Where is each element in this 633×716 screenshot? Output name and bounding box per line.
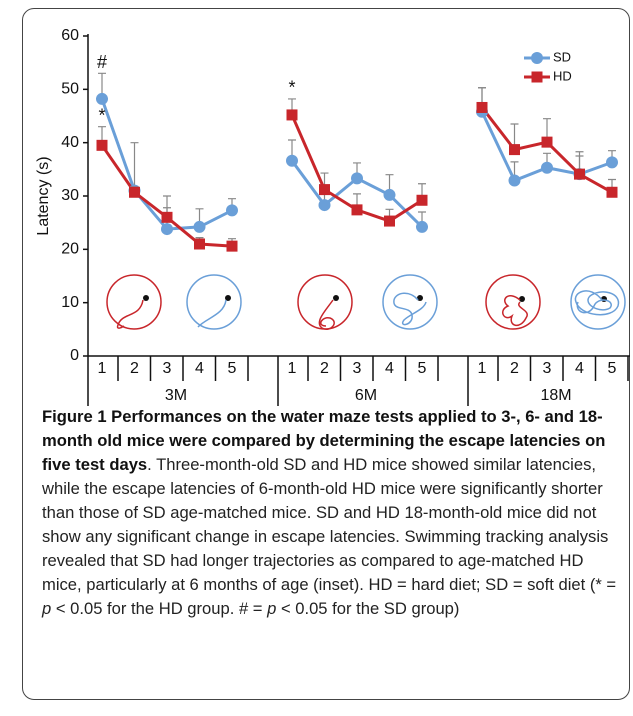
group-label: 6M [355,387,377,404]
data-point [476,101,488,113]
x-tick-label: 1 [288,360,297,377]
x-tick-label: 4 [385,360,394,377]
legend-label: HD [553,68,572,83]
data-point [96,139,108,151]
x-tick-label: 5 [418,360,427,377]
data-point [129,186,140,198]
significance-label: * [288,78,295,98]
data-point [286,154,298,167]
caption-text: p [267,599,277,618]
legend-marker [531,52,543,64]
x-tick-label: 1 [478,360,487,377]
y-tick-label: 60 [61,27,79,44]
data-point [161,211,173,223]
data-point [541,161,553,174]
data-point [319,184,330,196]
y-axis-label: Latency (s) [35,156,52,235]
data-point [351,172,363,185]
data-point [193,220,206,233]
x-tick-label: 4 [575,360,584,377]
figure-frame [22,8,630,700]
data-point [383,188,396,201]
y-tick-label: 30 [61,187,79,204]
significance-label: # [97,52,107,72]
caption: Figure 1 Performances on the water maze … [42,405,622,621]
y-tick-label: 0 [70,347,79,364]
data-point [416,220,428,233]
x-tick-label: 1 [98,360,107,377]
legend-label: SD [553,49,571,64]
data-point [541,136,553,148]
x-tick-label: 2 [320,360,329,377]
caption-title: Figure 1 Performances on the water maze … [42,407,606,474]
insets [106,274,626,330]
x-tick-label: 5 [608,360,617,377]
data-point [226,204,238,217]
error-bar [130,142,139,191]
y-tick-label: 20 [61,241,79,258]
data-point [194,238,205,250]
x-tick-label: 2 [130,360,139,377]
x-tick-label: 4 [195,360,204,377]
data-point [606,186,618,198]
data-point [606,156,618,169]
x-tick-label: 2 [510,360,519,377]
y-tick-label: 40 [61,134,79,151]
data-point [416,194,428,206]
x-tick-label: 3 [163,360,172,377]
y-tick-label: 10 [61,294,79,311]
caption-text: p [42,599,52,618]
data-point [384,215,395,227]
data-point [161,223,173,236]
data-point [574,168,585,180]
group-label: 3M [165,387,187,404]
data-point [226,240,238,252]
data-point [96,92,108,105]
caption-text: < 0.05 for the HD group. # = [51,599,268,618]
group-label: 18M [540,387,571,404]
x-tick-label: 5 [228,360,237,377]
data-point [508,174,521,187]
x-tick-label: 3 [353,360,362,377]
caption-text: . Three-month-old SD and HD mice showed … [42,455,617,594]
data-point [351,204,363,216]
chart: Latency (s) 0 10 20 30 40 50 60 1 2 3 4 5 3M 1 2 3 4 5 6M 1… [35,27,630,406]
legend-marker [531,71,543,83]
data-point [318,199,331,212]
data-point [286,109,298,121]
x-tick-label: 3 [543,360,552,377]
caption-text: < 0.05 for the SD group) [276,599,460,618]
data-point [509,144,520,156]
y-tick-label: 50 [61,81,79,98]
significance-label: * [98,105,105,125]
